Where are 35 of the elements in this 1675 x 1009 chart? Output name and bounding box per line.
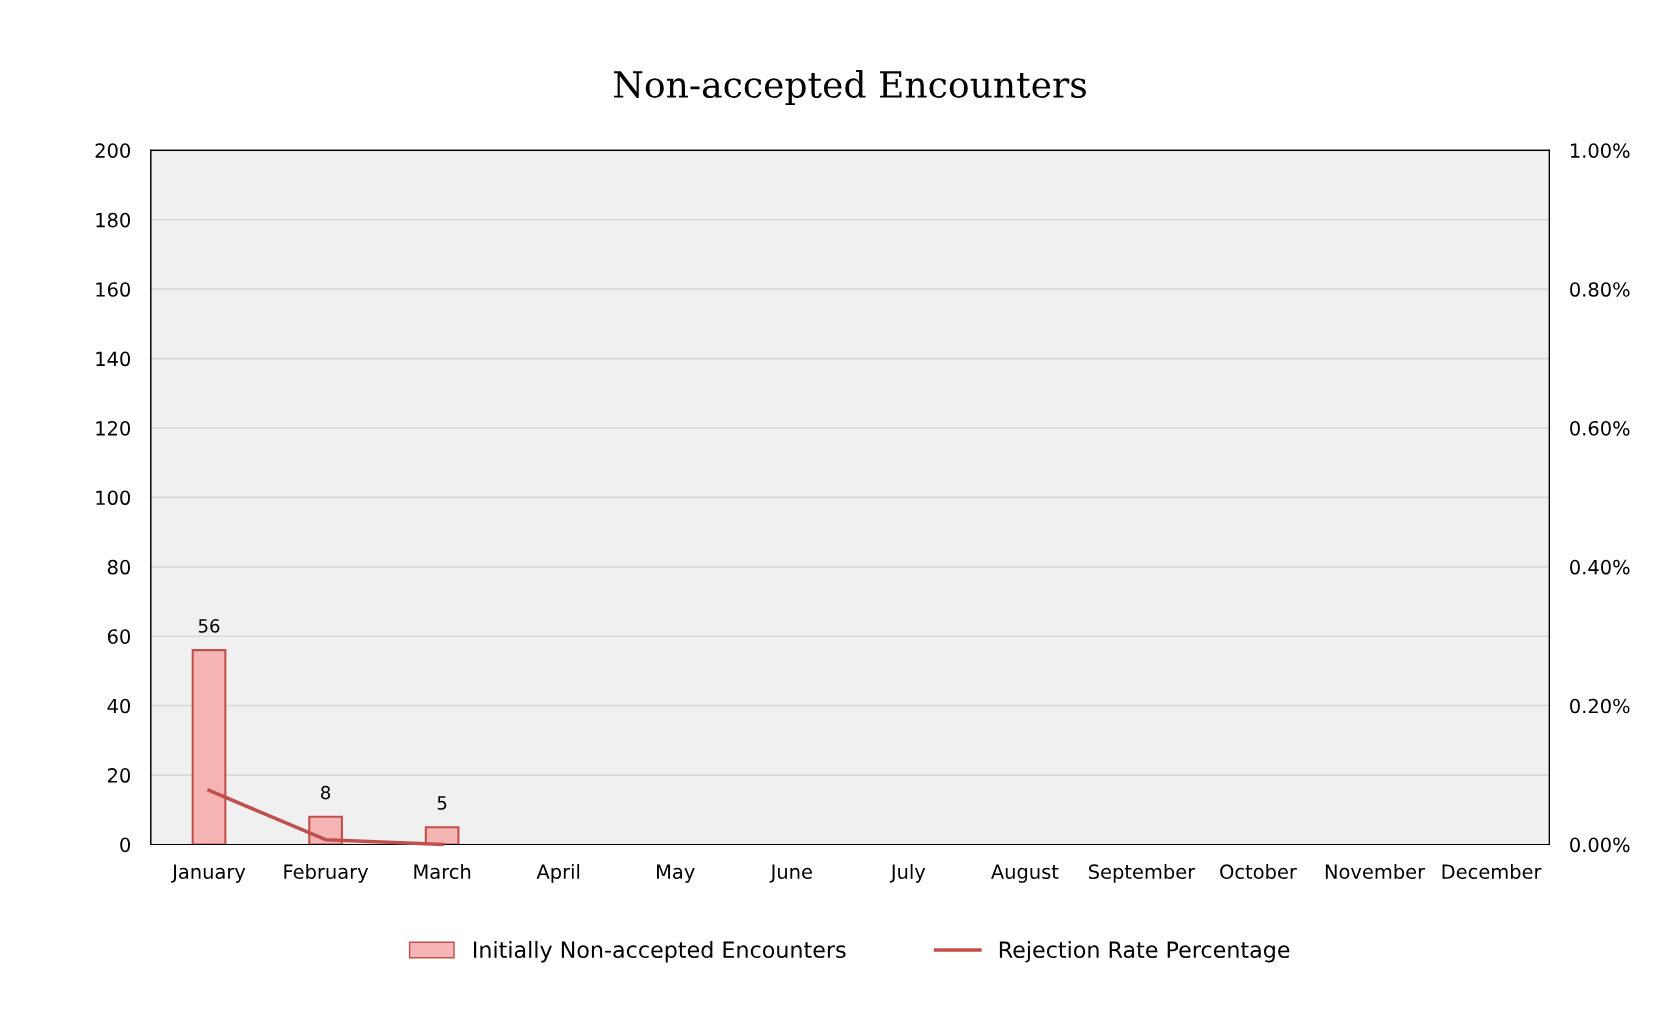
x-tick-label: January [171, 864, 246, 883]
x-tick-label: June [769, 864, 812, 883]
y2-tick-label: 0.60% [1570, 420, 1630, 436]
x-tick-label: November [1325, 863, 1426, 880]
y-tick-label: 140 [96, 351, 131, 367]
x-tick-label: December [1442, 863, 1542, 880]
x-tick-label: April [536, 863, 580, 883]
y-tick-label: 20 [107, 768, 131, 783]
legend-label: Rejection Rate Percentage [999, 940, 1290, 963]
x-tick-label: August [991, 864, 1059, 883]
y2-tick-label: 0.80% [1570, 282, 1630, 297]
y-tick-label: 100 [96, 490, 131, 506]
data-label: 56 [198, 619, 220, 633]
x-tick-label: July [889, 863, 926, 883]
y2-tick-label: 0.00% [1570, 837, 1630, 853]
x-tick-label: May [657, 864, 695, 883]
y-tick-label: 120 [96, 420, 131, 436]
x-tick-label: October [1220, 863, 1297, 880]
y2-tick-label: 0.40% [1570, 559, 1630, 575]
y-tick-label: 80 [107, 559, 131, 575]
y-tick-label: 60 [107, 629, 131, 644]
y-tick-label: 40 [107, 698, 131, 714]
y-tick-label: 160 [96, 282, 131, 297]
x-tick-label: February [284, 863, 369, 883]
y2-tick-label: 0.20% [1570, 698, 1630, 714]
x-tick-label: September [1088, 863, 1196, 883]
y2-tick-label: 1.00% [1570, 143, 1630, 158]
chart-title: Non-accepted Encounters [614, 70, 1086, 106]
legend-label: Initially Non-accepted Encounters [474, 940, 846, 963]
y-tick-label: 180 [96, 212, 131, 228]
data-label: 8 [321, 785, 331, 800]
y-tick-label: 200 [95, 143, 131, 158]
y-tick-label: 0 [120, 837, 131, 853]
x-tick-label: March [414, 863, 471, 880]
data-label: 5 [437, 796, 447, 810]
